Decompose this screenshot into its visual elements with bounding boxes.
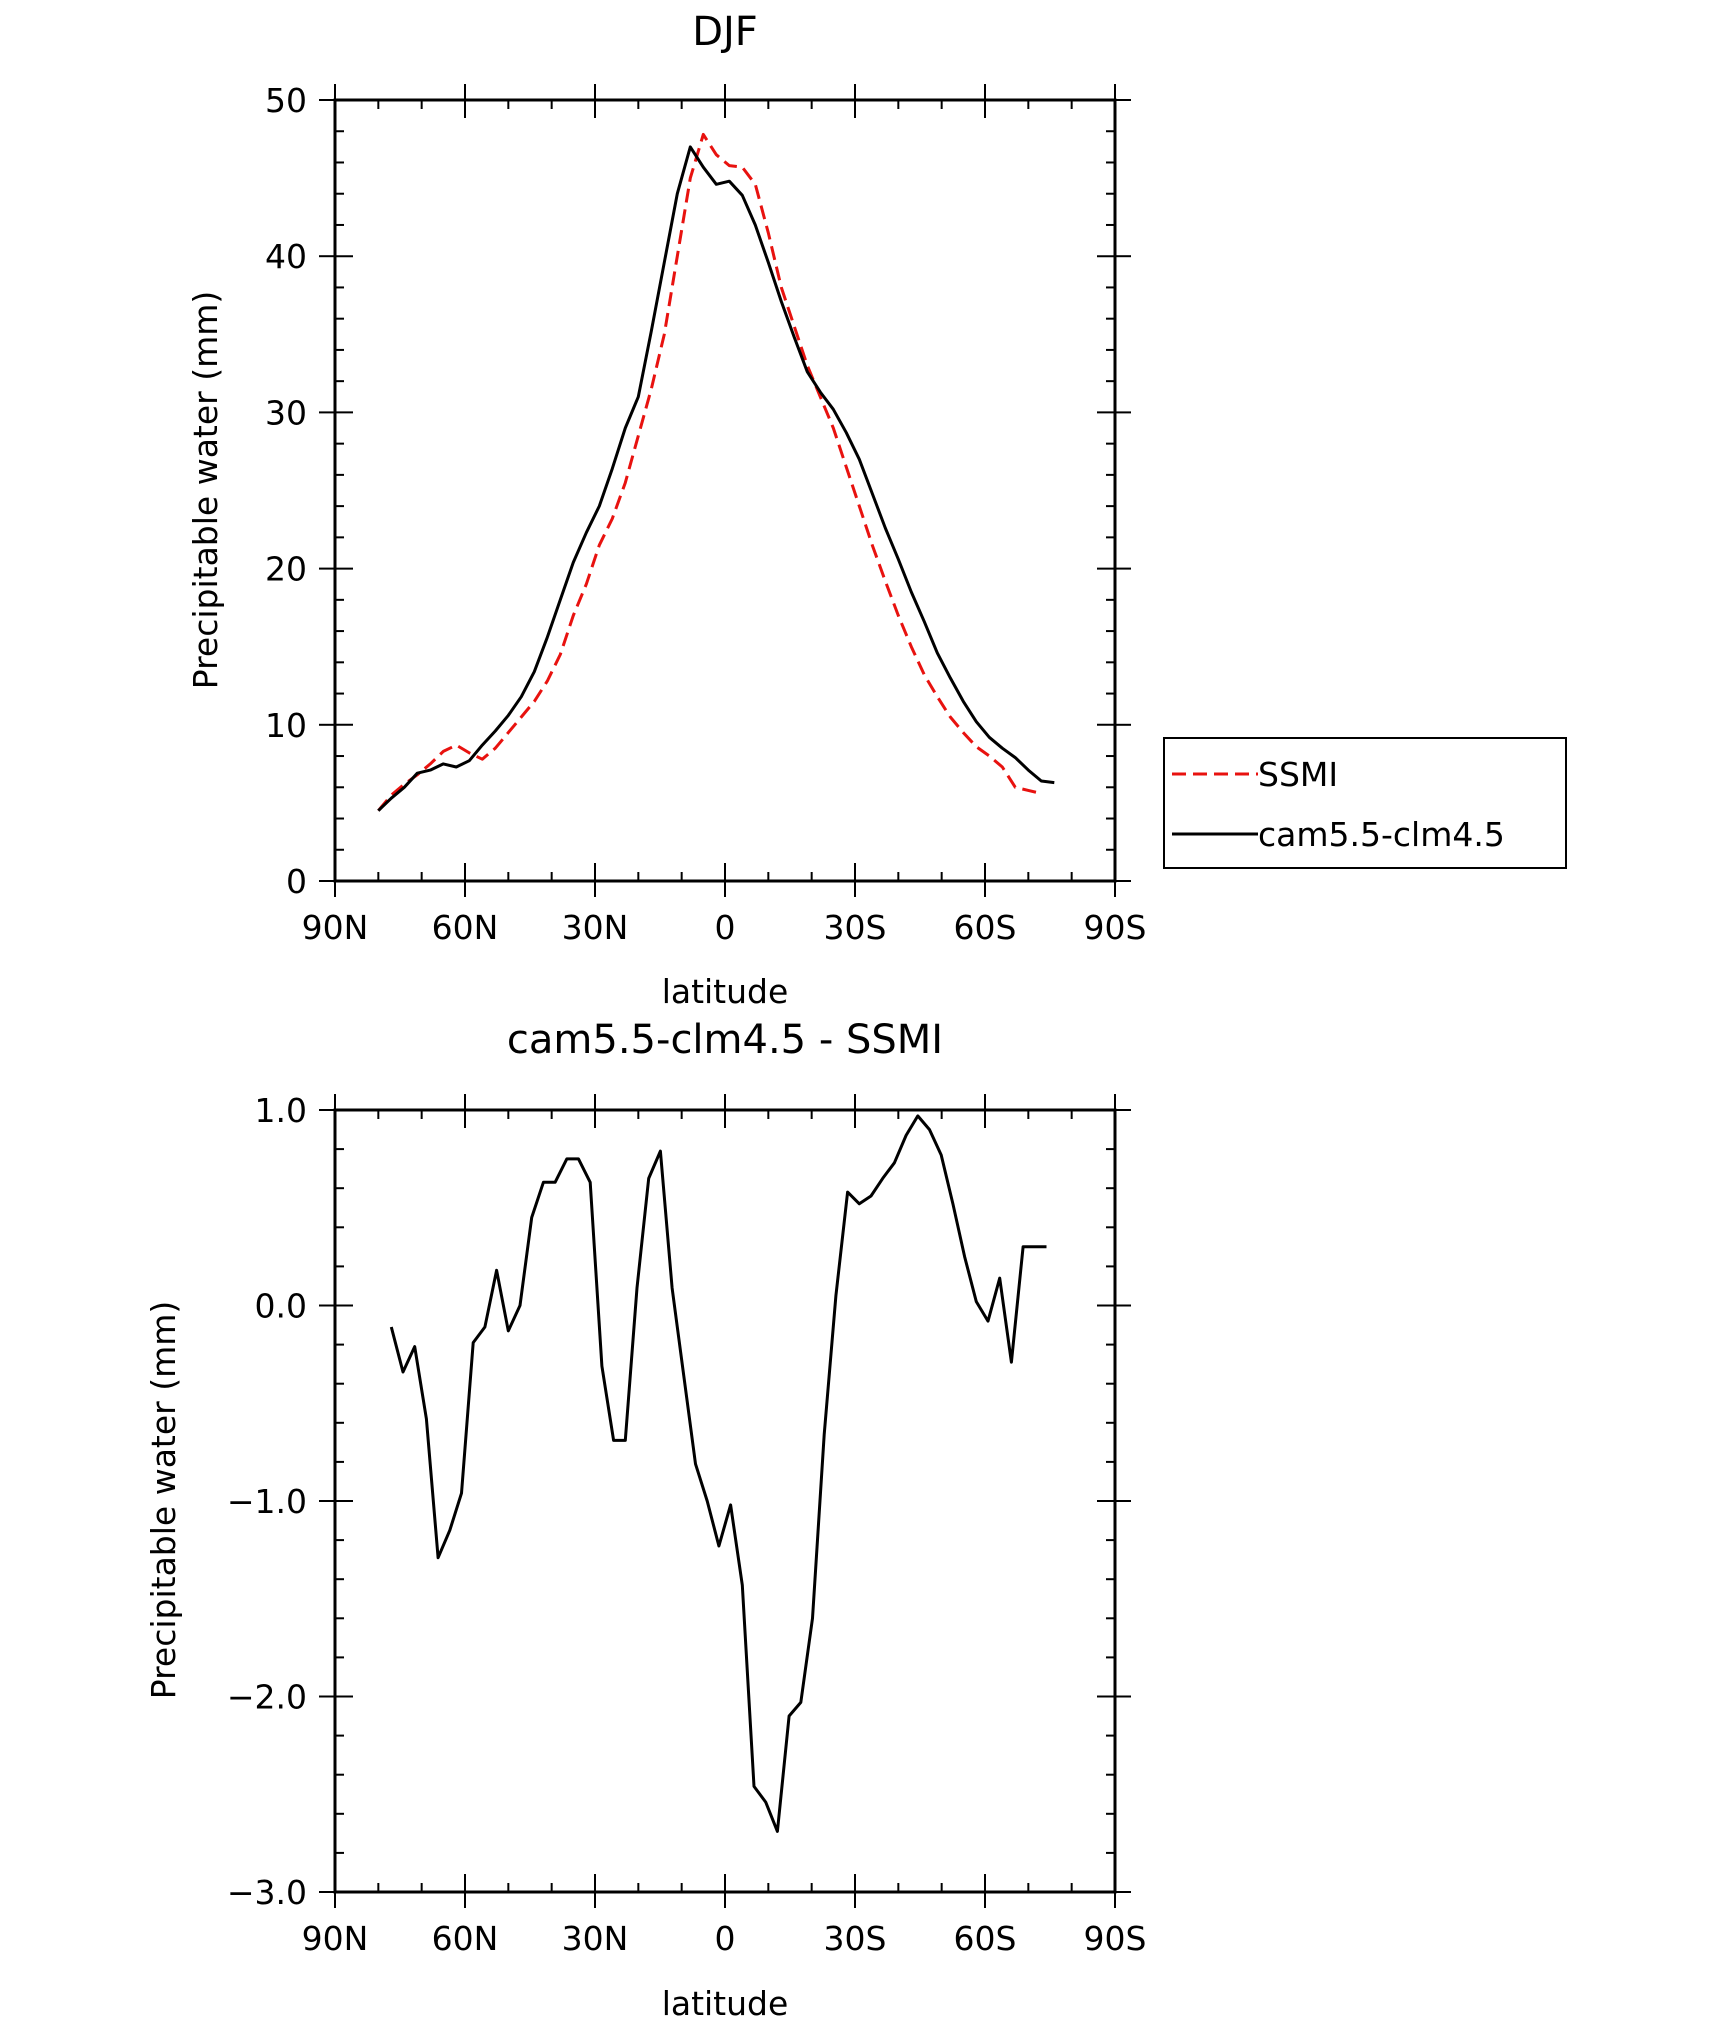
series-line-difference <box>389 1114 1047 1833</box>
y-tick-label: −3.0 <box>227 1873 307 1912</box>
bottom-chart-panel: cam5.5-clm4.5 - SSMI 90N 60N 30N 0 30S 60S 90S… <box>144 1017 1146 2021</box>
x-axis-label: latitude <box>662 972 789 1011</box>
legend-label-ssmi: SSMI <box>1258 755 1338 794</box>
y-axis-label: Precipitable water (mm) <box>186 291 225 690</box>
axis-ticks: 90N 60N 30N 0 30S 60S 90S −3.0 −2.0 −1.0 0.0 1.0 <box>227 1091 1147 1958</box>
x-tick-label: 90N <box>302 1919 369 1958</box>
y-axis-label: Precipitable water (mm) <box>144 1301 183 1700</box>
y-tick-label: 20 <box>265 550 307 589</box>
y-tick-label: 10 <box>265 706 307 745</box>
x-tick-label: 60N <box>432 1919 499 1958</box>
x-tick-label: 0 <box>715 1919 736 1958</box>
x-tick-label: 90N <box>302 908 369 947</box>
legend-label-cam: cam5.5-clm4.5 <box>1258 815 1505 854</box>
y-tick-label: 0 <box>286 862 307 901</box>
x-tick-label: 30S <box>824 908 887 947</box>
y-tick-label: 50 <box>265 81 307 120</box>
x-tick-label: 30N <box>562 1919 629 1958</box>
legend-box <box>1163 737 1567 869</box>
y-tick-label: 1.0 <box>255 1091 307 1130</box>
x-tick-label: 60S <box>954 908 1017 947</box>
x-tick-label: 90S <box>1084 908 1147 947</box>
x-tick-label: 0 <box>715 908 736 947</box>
chart-title: DJF <box>692 9 758 55</box>
series-layer <box>389 1114 1047 1833</box>
x-tick-label: 60S <box>954 1919 1017 1958</box>
x-tick-label: 30S <box>824 1919 887 1958</box>
series-line-ssmi <box>377 132 1042 812</box>
series-line-cam5-5-clm4-5 <box>377 145 1055 812</box>
axis-ticks: 90N 60N 30N 0 30S 60S 90S 0 10 20 30 40 50 <box>265 81 1146 947</box>
legend: SSMI cam5.5-clm4.5 <box>1163 737 1567 869</box>
x-tick-label: 90S <box>1084 1919 1147 1958</box>
x-tick-label: 60N <box>432 908 499 947</box>
y-tick-label: −2.0 <box>227 1678 307 1717</box>
y-tick-label: 40 <box>265 237 307 276</box>
y-tick-label: 30 <box>265 393 307 432</box>
x-axis-label: latitude <box>662 1984 789 2021</box>
x-tick-label: 30N <box>562 908 629 947</box>
chart-title: cam5.5-clm4.5 - SSMI <box>507 1017 943 1063</box>
y-tick-label: 0.0 <box>255 1287 307 1326</box>
y-tick-label: −1.0 <box>227 1482 307 1521</box>
plot-frame <box>333 1108 1117 1894</box>
top-chart-panel: DJF 90N 60N 30N 0 30S 60S 90S 0 10 20 30 40 50 latit… <box>186 9 1567 1011</box>
series-layer <box>377 132 1055 812</box>
